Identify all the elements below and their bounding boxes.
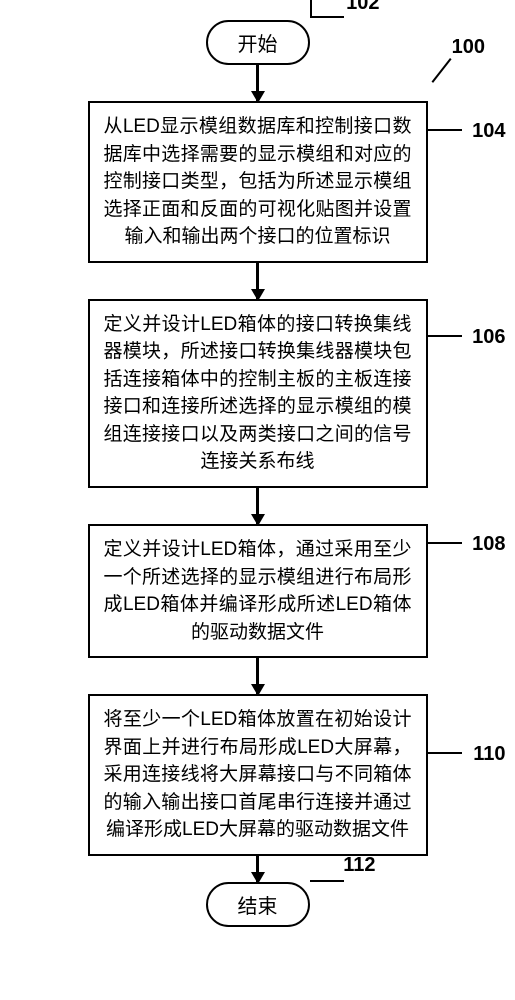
step-leader <box>428 542 462 544</box>
arrow <box>256 856 259 882</box>
diagram-ref-leader <box>432 58 452 83</box>
end-ref: 112 <box>343 854 375 877</box>
step-ref: 104 <box>472 117 505 146</box>
start-leader <box>310 16 344 18</box>
step-leader <box>428 752 462 754</box>
process-step-3: 将至少一个LED箱体放置在初始设计界面上并进行布局形成LED大屏幕，采用连接线将… <box>88 694 428 856</box>
step-ref: 108 <box>472 530 505 559</box>
process-step-0: 从LED显示模组数据库和控制接口数据库中选择需要的显示模组和对应的控制接口类型，… <box>88 101 428 263</box>
end-terminator: 结束 112 <box>206 882 310 927</box>
arrow <box>256 65 259 101</box>
process-step-2: 定义并设计LED箱体，通过采用至少一个所述选择的显示模组进行布局形成LED箱体并… <box>88 524 428 658</box>
step-ref: 110 <box>473 740 505 769</box>
arrow <box>256 658 259 694</box>
process-step-1: 定义并设计LED箱体的接口转换集线器模块，所述接口转换集线器模块包括连接箱体中的… <box>88 299 428 488</box>
start-text: 开始 <box>238 34 278 56</box>
start-ref: 102 <box>346 0 379 15</box>
diagram-ref: 100 <box>452 36 485 59</box>
process-text: 定义并设计LED箱体，通过采用至少一个所述选择的显示模组进行布局形成LED箱体并… <box>104 539 412 643</box>
process-text: 定义并设计LED箱体的接口转换集线器模块，所述接口转换集线器模块包括连接箱体中的… <box>104 314 412 473</box>
step-leader <box>428 335 462 337</box>
start-terminator: 开始 102 <box>206 20 310 65</box>
step-leader <box>428 129 462 131</box>
arrow <box>256 263 259 299</box>
process-text: 将至少一个LED箱体放置在初始设计界面上并进行布局形成LED大屏幕，采用连接线将… <box>104 709 412 840</box>
end-leader <box>310 880 344 882</box>
step-ref: 106 <box>472 323 505 352</box>
arrow <box>256 488 259 524</box>
flowchart: 100 开始 102 从LED显示模组数据库和控制接口数据库中选择需要的显示模组… <box>20 20 495 927</box>
process-text: 从LED显示模组数据库和控制接口数据库中选择需要的显示模组和对应的控制接口类型，… <box>104 116 412 247</box>
end-text: 结束 <box>238 896 278 918</box>
